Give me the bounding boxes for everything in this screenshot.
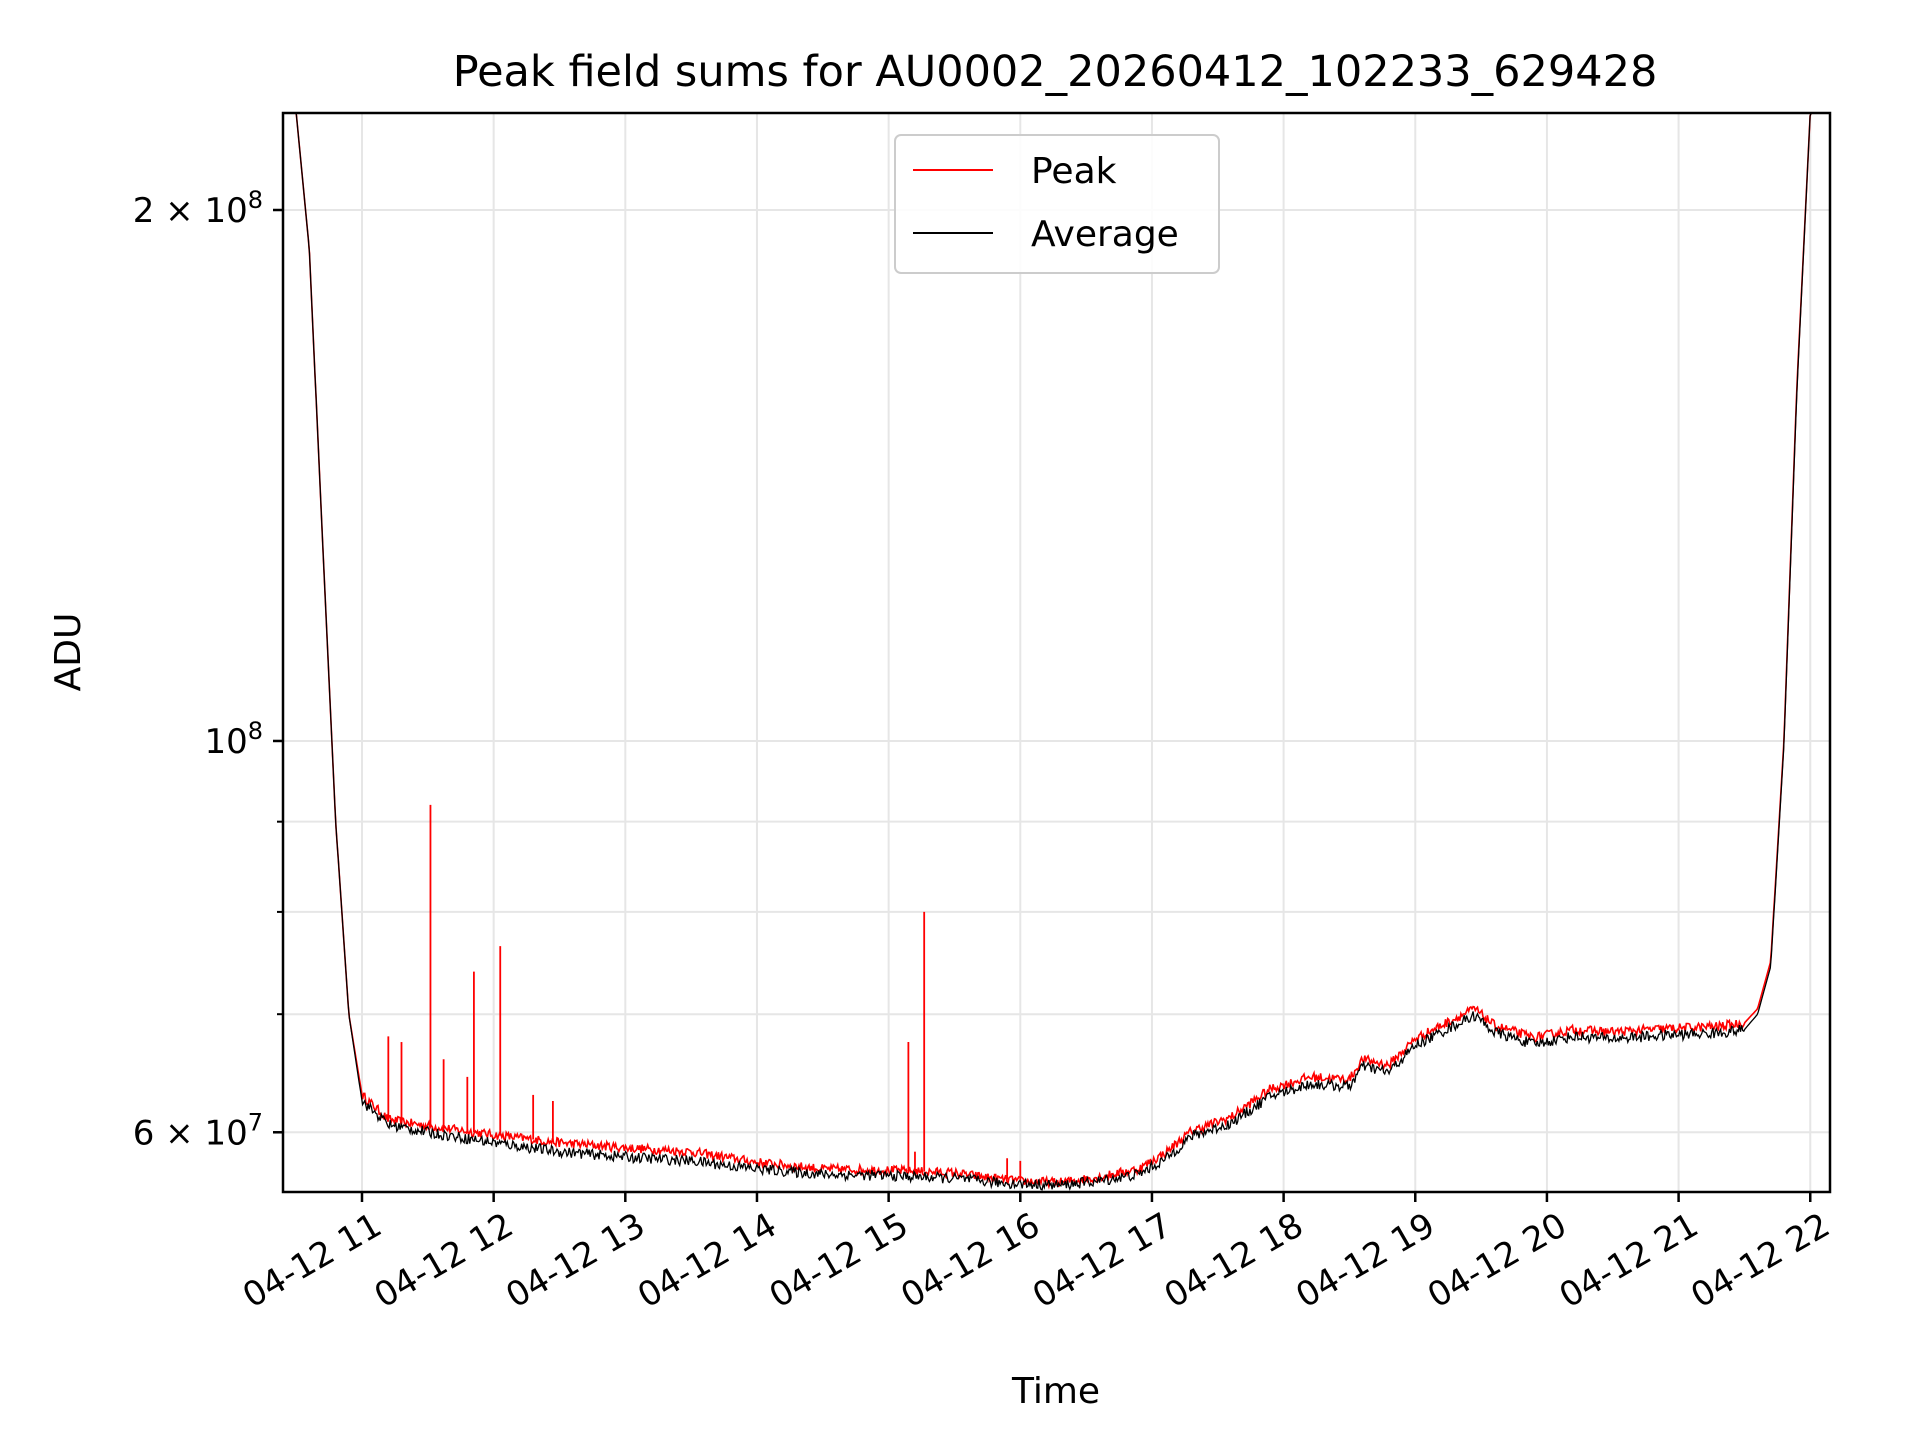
y-axis-label: ADU (48, 613, 89, 692)
plot-frame (281, 111, 1832, 1194)
legend-average-label: Average (1031, 214, 1179, 255)
y-axis-ticks: 6 × 107 108 2 × 108 (133, 186, 283, 1153)
series-line-average (283, 112, 1830, 1191)
x-axis-label: Time (1011, 1371, 1100, 1412)
y-tick-label: 6 × 107 (133, 1108, 263, 1153)
series-layer (283, 112, 1830, 1191)
chart-title: Peak field sums for AU0002_20260412_1022… (453, 47, 1658, 97)
legend-peak-label: Peak (1031, 151, 1117, 192)
y-tick-label: 2 × 108 (133, 186, 263, 231)
y-tick-label: 108 (204, 717, 263, 762)
legend: Peak Average (894, 134, 1220, 274)
